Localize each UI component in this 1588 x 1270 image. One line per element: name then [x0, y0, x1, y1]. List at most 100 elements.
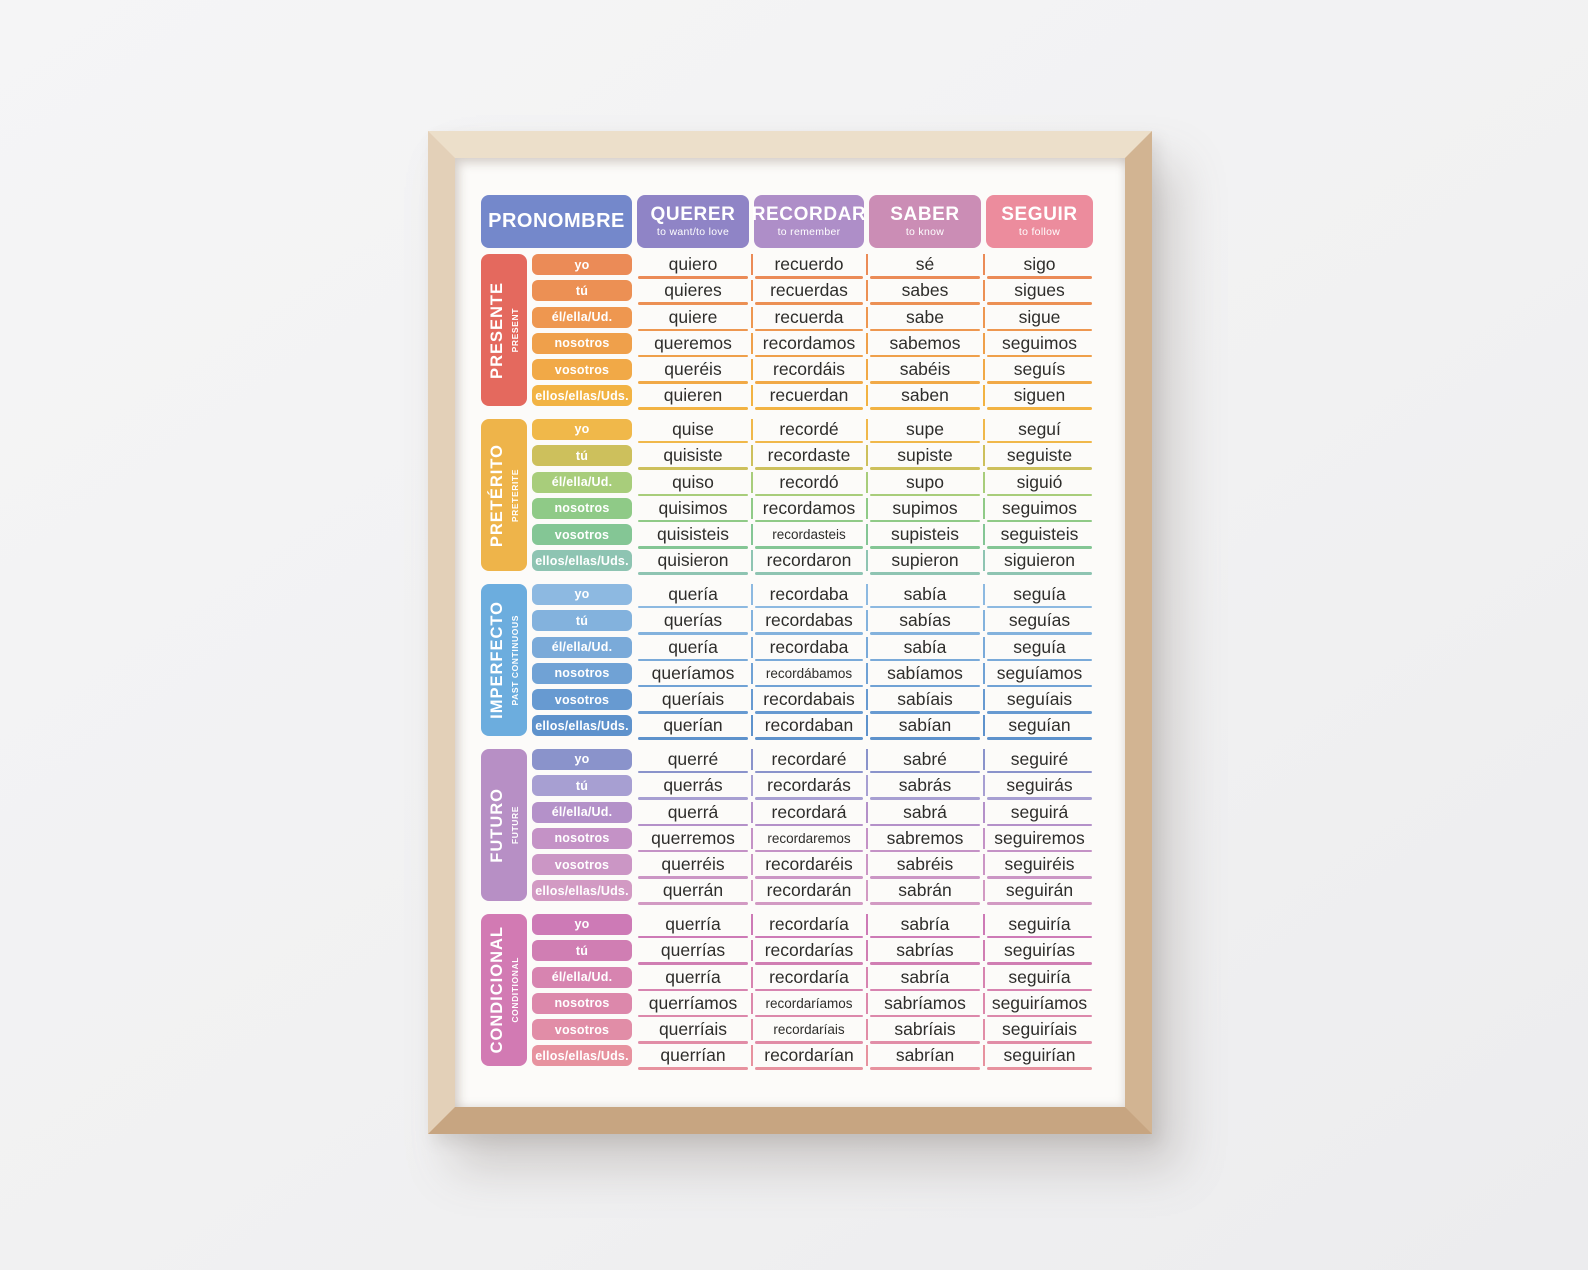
table-header-row: PRONOMBRE QUERER to want/to love RECORDA…	[481, 195, 1093, 248]
verb-column-header: SEGUIR to follow	[986, 195, 1093, 248]
conjugation-cell: recordarían	[750, 1045, 864, 1070]
tense-label: FUTURO FUTURE	[481, 748, 527, 902]
conjugation-cell: saben	[865, 385, 981, 410]
pronoun-pill: ellos/ellas/Uds.	[532, 715, 632, 737]
conjugation-cell: querremos	[637, 828, 749, 853]
conjugation-cell: recordaban	[750, 715, 864, 740]
conjugation-cell: seguíais	[982, 689, 1093, 714]
conjugation-cell: sabía	[865, 583, 981, 609]
conjugation-cell: sabríamos	[865, 992, 981, 1018]
conjugation-cell: recordarás	[750, 775, 864, 800]
conjugation-cell: supieron	[865, 550, 981, 575]
conjugation-cell: querrán	[637, 880, 749, 905]
tense-name-es: PRESENTE	[488, 281, 506, 379]
conjugation-cell: recordasteis	[750, 524, 864, 549]
conjugation-cell: querría	[637, 967, 749, 992]
conjugation-cell: querría	[637, 914, 749, 939]
pronoun-pill: tú	[532, 775, 632, 797]
conjugation-cell: seguirá	[982, 801, 1093, 827]
tense-label: CONDICIONAL CONDITIONAL	[481, 913, 527, 1067]
conjugation-cell: quiere	[637, 307, 749, 332]
conjugation-cell: quiso	[637, 472, 749, 497]
conjugation-cell: sabían	[865, 715, 981, 740]
verb-translation: to remember	[777, 225, 841, 238]
conjugation-cell: sabrían	[865, 1045, 981, 1070]
conjugation-cell: seguíamos	[982, 662, 1093, 688]
conjugation-cell: sigues	[982, 280, 1093, 305]
conjugation-cell: supiste	[865, 445, 981, 470]
conjugation-cell: recordaremos	[750, 827, 864, 853]
tense-name-en: FUTURE	[510, 806, 520, 845]
conjugation-cell: seguiste	[982, 445, 1093, 470]
conjugation-cell: recordaron	[750, 550, 864, 575]
conjugation-cell: recuerda	[750, 306, 864, 332]
conjugation-cell: recordaríamos	[750, 992, 864, 1018]
conjugation-cell: querían	[637, 715, 749, 740]
conjugation-cell: sé	[865, 254, 981, 279]
tense-name-en: PRESENT	[510, 308, 520, 353]
verb-column-header: RECORDAR to remember	[751, 195, 867, 248]
tense-section: PRETÉRITO PRETERITE yo quise recordé sup	[481, 418, 1093, 575]
conjugation-cell: querrá	[637, 802, 749, 827]
conjugation-cell: quería	[637, 584, 749, 609]
conjugation-cell: sigo	[982, 254, 1093, 279]
conjugation-cell: queremos	[637, 333, 749, 358]
conjugation-cell: seguiréis	[982, 854, 1093, 879]
pronoun-pill: tú	[532, 280, 632, 302]
conjugation-cell: sabría	[865, 966, 981, 992]
conjugation-cell: sabré	[865, 748, 981, 774]
conjugation-cell: seguí	[982, 418, 1093, 444]
tense-section: PRESENTE PRESENT yo quiero recuerdo sé si	[481, 254, 1093, 410]
conjugation-cell: quisieron	[637, 550, 749, 575]
conjugation-cell: recuerdo	[750, 254, 864, 279]
conjugation-cell: siguió	[982, 471, 1093, 497]
pronoun-pill: nosotros	[532, 662, 632, 684]
pronoun-pill: yo	[532, 254, 632, 275]
conjugation-cell: sabía	[865, 636, 981, 662]
conjugation-cell: querré	[637, 749, 749, 774]
conjugation-cell: sabrías	[865, 940, 981, 965]
conjugation-cell: quise	[637, 419, 749, 444]
verb-name: QUERER	[650, 204, 736, 226]
conjugation-cell: seguirás	[982, 775, 1093, 800]
pronoun-pill: él/ella/Ud.	[532, 636, 632, 658]
conjugation-cell: recordaríais	[750, 1019, 864, 1044]
conjugation-cell: quieren	[637, 385, 749, 410]
tense-section: CONDICIONAL CONDITIONAL yo querría reco	[481, 913, 1093, 1070]
conjugation-cell: quisiste	[637, 445, 749, 470]
tense-sections: PRESENTE PRESENT yo quiero recuerdo sé si	[481, 254, 1093, 1070]
conjugation-cell: recordáis	[750, 359, 864, 384]
conjugation-cell: querrías	[637, 940, 749, 965]
poster-sheet: PRONOMBRE QUERER to want/to love RECORDA…	[455, 158, 1125, 1107]
conjugation-cell: sabías	[865, 610, 981, 635]
conjugation-cell: sabíamos	[865, 662, 981, 688]
pronoun-pill: vosotros	[532, 689, 632, 711]
conjugation-cell: recuerdan	[750, 385, 864, 410]
conjugation-cell: quisimos	[637, 498, 749, 523]
tense-name-en: PAST CONTINUOUS	[510, 614, 520, 706]
tense-name-es: IMPERFECTO	[488, 601, 506, 720]
pronoun-pill: ellos/ellas/Uds.	[532, 880, 632, 902]
conjugation-cell: sabrán	[865, 880, 981, 905]
conjugation-cell: sabríais	[865, 1019, 981, 1044]
conjugation-cell: recordábamos	[750, 662, 864, 688]
verb-name: RECORDAR	[751, 204, 867, 226]
conjugation-cell: seguimos	[982, 332, 1093, 358]
pronoun-column-header: PRONOMBRE	[481, 195, 632, 248]
conjugation-cell: supo	[865, 471, 981, 497]
verb-name: SABER	[890, 204, 960, 226]
conjugation-cell: querrían	[637, 1045, 749, 1070]
conjugation-cell: querríais	[637, 1019, 749, 1044]
pronoun-pill: ellos/ellas/Uds.	[532, 385, 632, 407]
verb-translation: to want/to love	[656, 225, 730, 238]
pronoun-pill: yo	[532, 583, 632, 605]
wood-frame: PRONOMBRE QUERER to want/to love RECORDA…	[428, 131, 1152, 1134]
conjugation-cell: sabéis	[865, 359, 981, 384]
conjugation-cell: seguiré	[982, 748, 1093, 774]
pronoun-pill: nosotros	[532, 497, 632, 519]
conjugation-cell: recordaría	[750, 913, 864, 939]
pronoun-pill: él/ella/Ud.	[532, 306, 632, 328]
tense-section: FUTURO FUTURE yo querré recordaré sabré s	[481, 748, 1093, 905]
conjugation-cell: quería	[637, 637, 749, 662]
tense-name-en: PRETERITE	[510, 468, 520, 522]
